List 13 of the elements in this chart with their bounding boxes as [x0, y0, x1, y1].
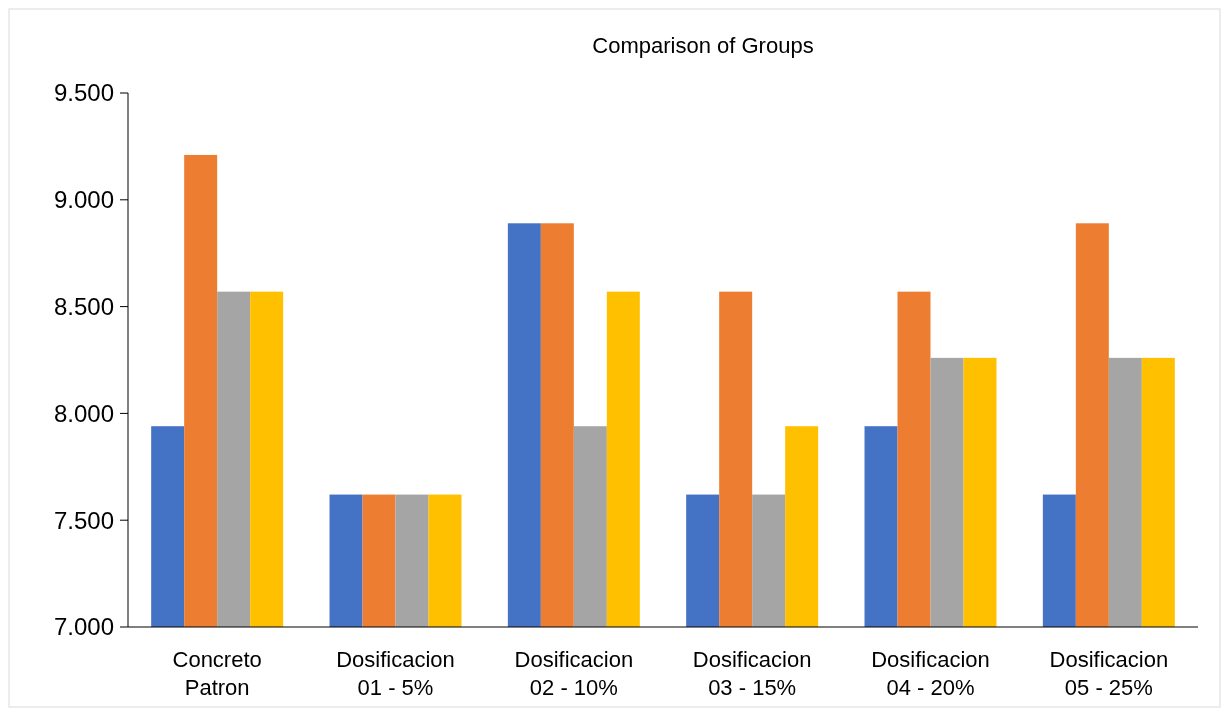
x-tick-label: Dosificacion 03 - 15% [692, 647, 812, 700]
y-tick-label: 9.000 [53, 186, 114, 214]
x-tick-label: Dosificacion 05 - 25% [1049, 647, 1169, 700]
x-tick-label: Dosificacion 01 - 5% [336, 647, 455, 700]
x-tick-label: Dosificacion 04 - 20% [871, 647, 990, 700]
y-tick-label: 8.500 [53, 293, 114, 320]
chart-title: Comparison of Groups [592, 33, 814, 58]
y-tick-label: 9.500 [53, 79, 114, 107]
x-tick-label: Dosificacion 02 - 10% [514, 647, 634, 700]
y-tick-label: 7.000 [53, 613, 114, 641]
y-tick-label: 8.000 [53, 399, 114, 427]
x-tick-label: Concreto Patron [172, 647, 262, 700]
y-tick-label: 7.500 [53, 506, 114, 534]
